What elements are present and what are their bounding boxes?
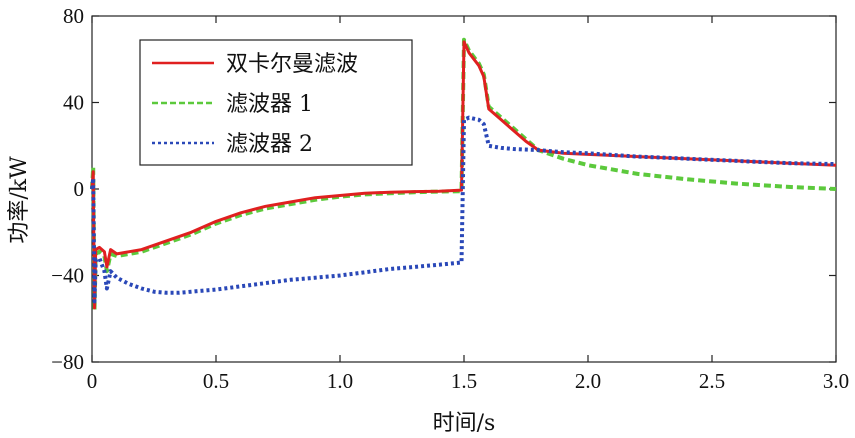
x-axis-ticks: 0 0.5 1.0 1.5 2.0 2.5 3.0 <box>87 16 849 393</box>
series-line-3 <box>90 115 837 304</box>
legend-label-2: 滤波器 1 <box>226 92 313 117</box>
x-tick-label: 1.5 <box>451 369 477 393</box>
x-tick-label: 2.0 <box>575 369 601 393</box>
legend-label-3: 滤波器 2 <box>226 132 313 157</box>
legend-label-1: 双卡尔曼滤波 <box>226 52 358 77</box>
y-tick-label: −40 <box>51 264 84 288</box>
x-tick-label: 3.0 <box>823 369 849 393</box>
y-tick-label: −80 <box>51 350 84 374</box>
x-tick-label: 0.5 <box>203 369 229 393</box>
legend-box <box>139 39 413 166</box>
x-tick-label: 0 <box>87 369 98 393</box>
x-tick-label: 1.0 <box>327 369 353 393</box>
y-tick-label: 0 <box>74 177 85 201</box>
y-tick-label: 80 <box>63 4 84 28</box>
series-layer <box>90 37 837 313</box>
x-axis-label: 时间/s <box>433 411 496 436</box>
y-axis-label: 功率/kW <box>7 156 32 244</box>
x-tick-label: 2.5 <box>699 369 725 393</box>
y-tick-label: 40 <box>63 91 84 115</box>
